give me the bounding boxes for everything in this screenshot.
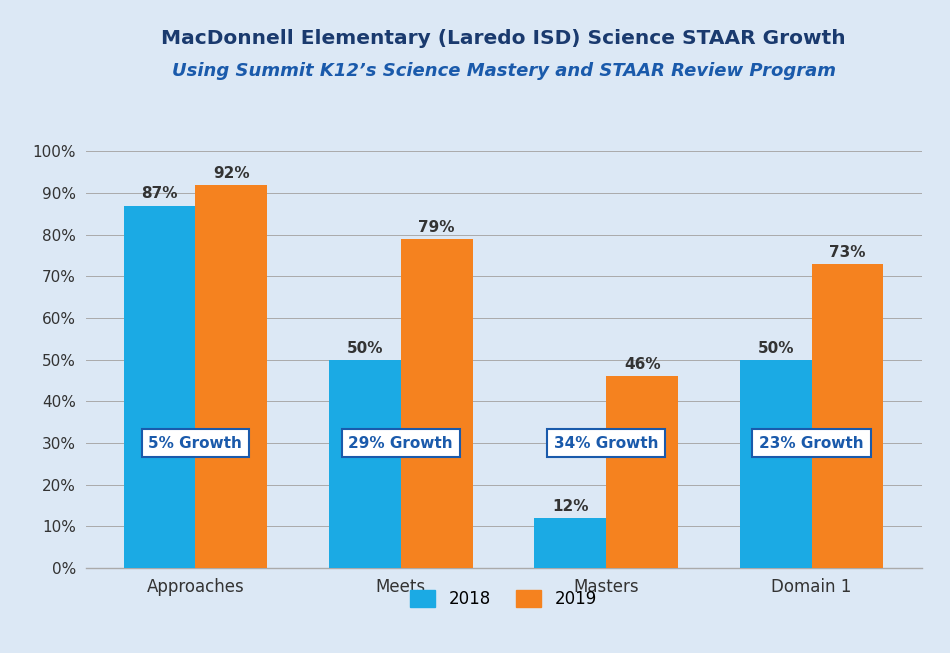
Text: 29% Growth: 29% Growth [349,436,453,451]
Text: 87%: 87% [142,187,178,201]
Text: 73%: 73% [829,245,865,260]
Legend: 2018, 2019: 2018, 2019 [402,582,605,616]
Text: 34% Growth: 34% Growth [554,436,658,451]
Bar [329,360,401,568]
Text: 23% Growth: 23% Growth [759,436,864,451]
Text: 79%: 79% [419,220,455,235]
Text: 50%: 50% [757,341,794,356]
Bar [740,360,811,568]
Bar [811,264,884,568]
Text: 12%: 12% [552,499,588,514]
Bar [401,239,473,568]
Text: 5% Growth: 5% Growth [148,436,242,451]
Text: 92%: 92% [213,166,250,181]
Bar [196,185,267,568]
Text: Using Summit K12’s Science Mastery and STAAR Review Program: Using Summit K12’s Science Mastery and S… [172,62,835,80]
Text: MacDonnell Elementary (Laredo ISD) Science STAAR Growth: MacDonnell Elementary (Laredo ISD) Scien… [162,29,846,48]
Bar [124,206,196,568]
Bar [606,376,678,568]
Bar [534,518,606,568]
Text: 46%: 46% [624,357,660,372]
Text: 50%: 50% [347,341,383,356]
